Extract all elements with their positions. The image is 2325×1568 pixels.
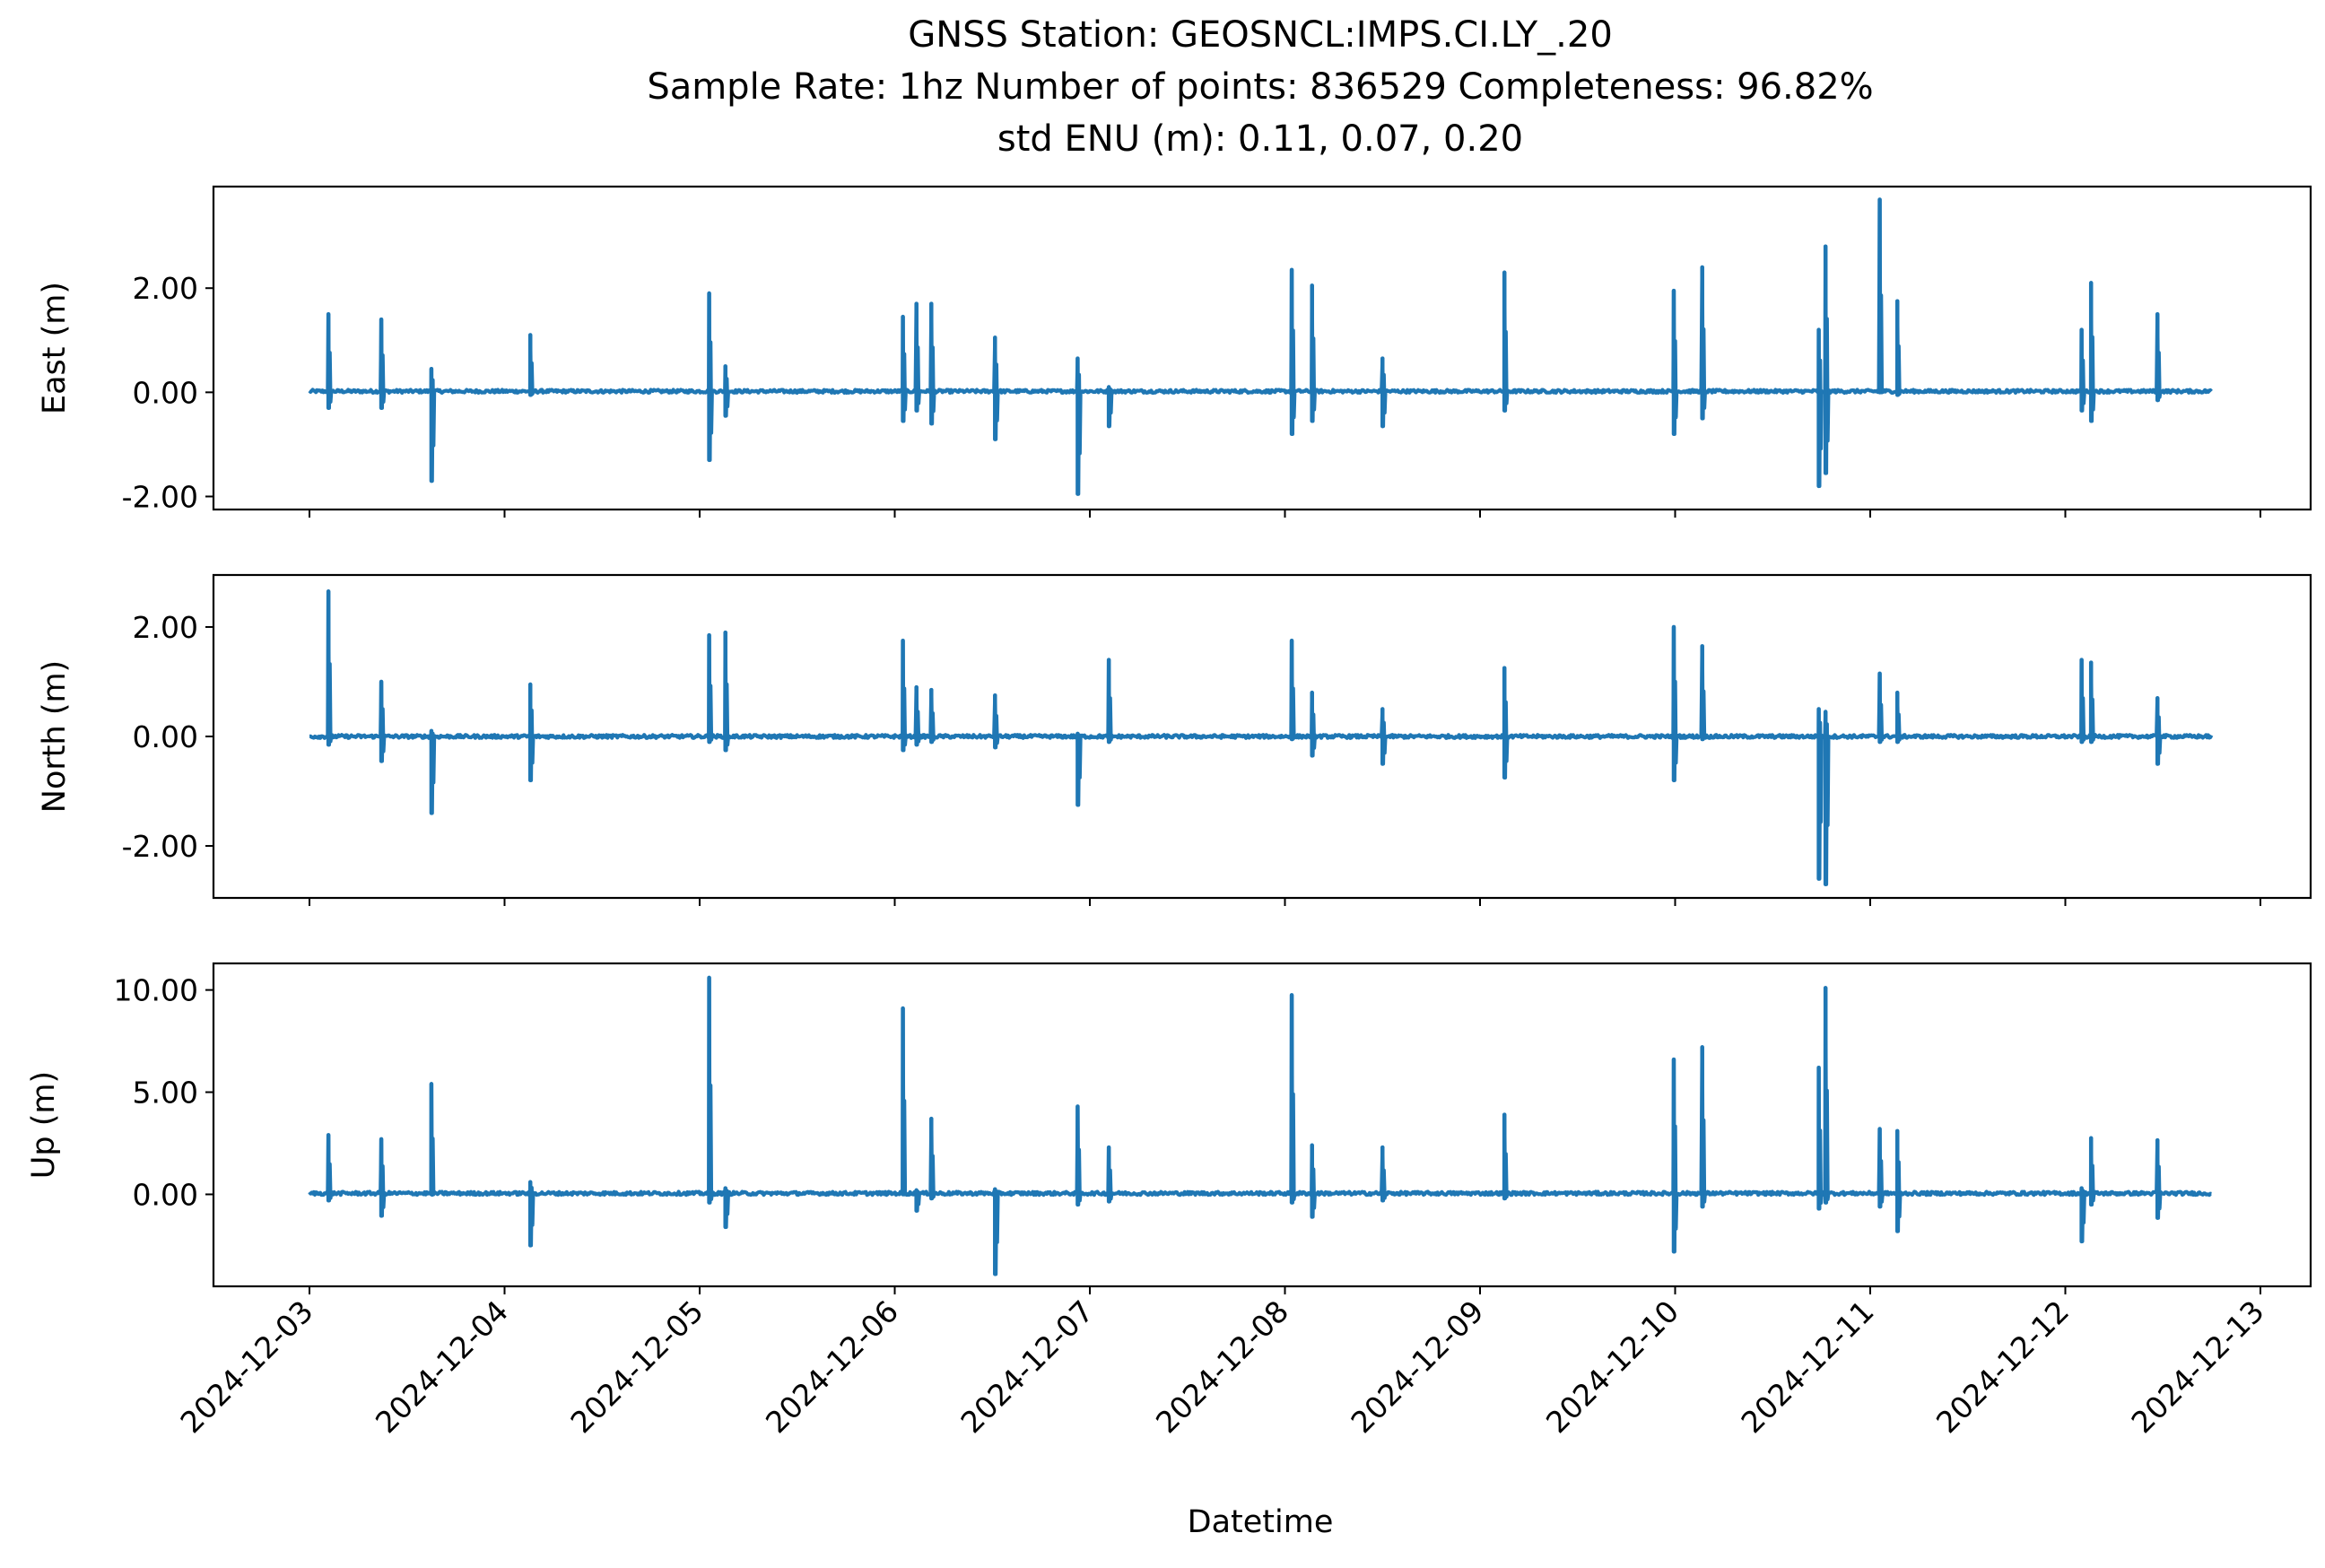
y-tick-label: 5.00 [133,1076,198,1111]
y-tick-label: 10.00 [114,973,198,1008]
series-line [308,197,2213,496]
x-axis-label: Datetime [1188,1504,1334,1540]
figure-title: GNSS Station: GEOSNCL:IMPS.CI.LY_.20 Sam… [647,14,1873,160]
axes-frame [212,962,2312,1288]
y-tick-label: 0.00 [133,719,198,754]
y-axis-label: North (m) [37,660,73,813]
y-tick-label: 0.00 [133,1177,198,1212]
title-line-3: std ENU (m): 0.11, 0.07, 0.20 [997,118,1523,160]
y-tick-label: -2.00 [122,479,198,514]
north-panel: -2.00 0.00 2.00 North (m) [37,573,2312,906]
y-axis-label: East (m) [37,282,73,414]
axes-frame [212,185,2312,511]
title-line-1: GNSS Station: GEOSNCL:IMPS.CI.LY_.20 [908,14,1613,56]
y-tick-label: 2.00 [133,271,198,306]
y-tick-label: 0.00 [133,375,198,410]
y-tick-label: 2.00 [133,610,198,645]
title-line-2: Sample Rate: 1hz Number of points: 83652… [647,66,1873,108]
east-panel: -2.00 0.00 2.00 East (m) [37,185,2312,518]
y-tick-label: -2.00 [122,829,198,864]
series-line [309,589,2214,886]
series-line [308,975,2213,1276]
y-axis-label: Up (m) [26,1071,62,1179]
